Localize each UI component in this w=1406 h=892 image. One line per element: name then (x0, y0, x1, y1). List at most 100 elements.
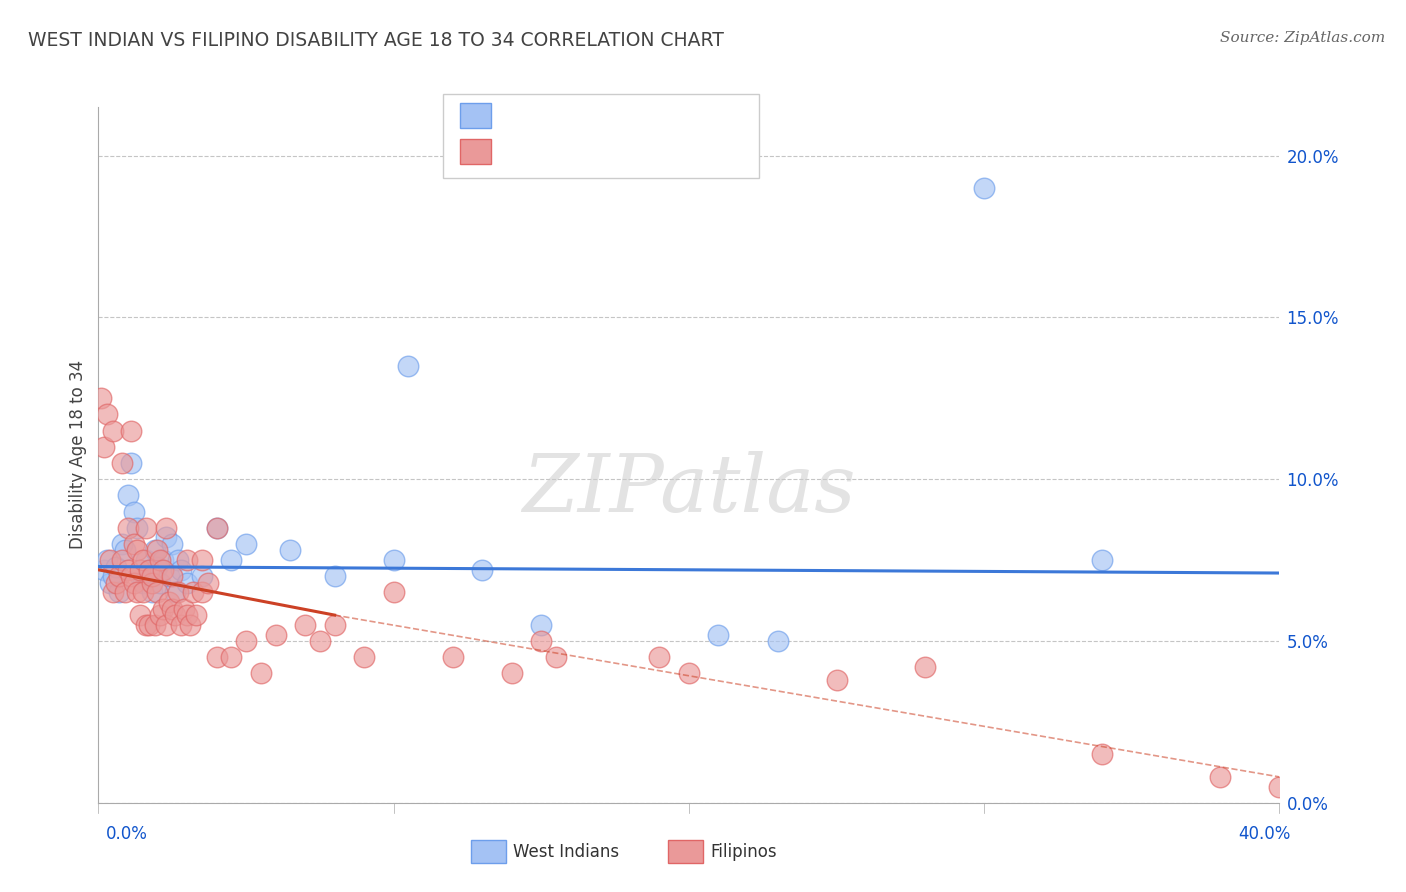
Text: -0.150: -0.150 (541, 143, 606, 161)
Point (122, 504, 145, 518)
Point (146, 559, 169, 574)
Point (111, 537, 134, 551)
Text: N =: N = (617, 107, 657, 125)
Point (441, 650, 464, 665)
Point (98, 553, 121, 567)
Point (176, 575, 198, 590)
Point (162, 537, 183, 551)
Point (181, 585, 204, 599)
Point (162, 601, 183, 615)
Point (309, 634, 332, 648)
Point (135, 553, 157, 567)
Text: Filipinos: Filipinos (710, 843, 776, 861)
Point (105, 559, 128, 574)
Text: 75: 75 (654, 143, 679, 161)
Point (111, 456, 134, 470)
Point (114, 585, 136, 599)
Point (152, 563, 174, 577)
Point (155, 521, 177, 535)
Text: 42: 42 (654, 107, 679, 125)
Point (108, 569, 131, 583)
Point (111, 553, 134, 567)
Point (250, 666, 273, 681)
Point (117, 563, 139, 577)
Point (132, 553, 155, 567)
Point (143, 543, 166, 558)
Point (120, 569, 142, 583)
Point (1268, 780, 1291, 794)
Point (1209, 770, 1232, 784)
Point (117, 521, 139, 535)
Point (648, 650, 671, 665)
Point (157, 595, 180, 609)
Point (173, 601, 195, 615)
Point (707, 627, 730, 641)
Point (93, 440, 115, 454)
Point (294, 617, 316, 632)
Point (546, 650, 568, 665)
Point (191, 569, 214, 583)
Point (221, 553, 243, 567)
Point (132, 575, 155, 590)
Text: -0.017: -0.017 (541, 107, 606, 125)
Point (170, 563, 193, 577)
Point (205, 650, 228, 665)
Text: WEST INDIAN VS FILIPINO DISABILITY AGE 18 TO 34 CORRELATION CHART: WEST INDIAN VS FILIPINO DISABILITY AGE 1… (28, 31, 724, 50)
Point (678, 666, 700, 681)
Y-axis label: Disability Age 18 to 34: Disability Age 18 to 34 (69, 360, 87, 549)
Point (122, 575, 145, 590)
Point (103, 585, 125, 599)
Point (138, 563, 160, 577)
Point (157, 569, 180, 583)
Point (264, 627, 287, 641)
Text: 40.0%: 40.0% (1239, 825, 1291, 843)
Point (1091, 553, 1114, 567)
Point (141, 569, 163, 583)
Point (221, 650, 243, 665)
Point (120, 456, 142, 470)
Point (179, 617, 201, 632)
Point (152, 553, 174, 567)
Text: Source: ZipAtlas.com: Source: ZipAtlas.com (1219, 31, 1385, 45)
Point (167, 553, 190, 567)
Point (132, 585, 155, 599)
Point (149, 553, 172, 567)
Point (205, 521, 228, 535)
Point (382, 553, 405, 567)
Point (103, 424, 125, 438)
Point (176, 553, 198, 567)
Text: R =: R = (502, 107, 541, 125)
Point (235, 537, 257, 551)
Point (165, 608, 187, 623)
Point (146, 543, 169, 558)
Point (125, 543, 148, 558)
Point (165, 585, 187, 599)
Point (105, 575, 128, 590)
Text: West Indians: West Indians (513, 843, 619, 861)
Point (191, 553, 214, 567)
Point (1091, 747, 1114, 762)
Point (125, 585, 148, 599)
Point (135, 617, 157, 632)
Point (323, 569, 346, 583)
Point (141, 585, 163, 599)
Point (530, 634, 553, 648)
Point (205, 521, 228, 535)
Point (155, 531, 177, 545)
Point (141, 575, 163, 590)
Point (155, 617, 177, 632)
Point (108, 585, 131, 599)
Point (103, 569, 125, 583)
Point (120, 424, 142, 438)
Point (135, 521, 157, 535)
Point (125, 521, 148, 535)
Point (914, 660, 936, 674)
Point (184, 608, 207, 623)
Point (973, 181, 995, 195)
Text: ZIPatlas: ZIPatlas (522, 451, 856, 528)
Point (471, 563, 494, 577)
Point (278, 543, 302, 558)
Point (766, 634, 789, 648)
Point (122, 537, 145, 551)
Text: R =: R = (502, 143, 541, 161)
